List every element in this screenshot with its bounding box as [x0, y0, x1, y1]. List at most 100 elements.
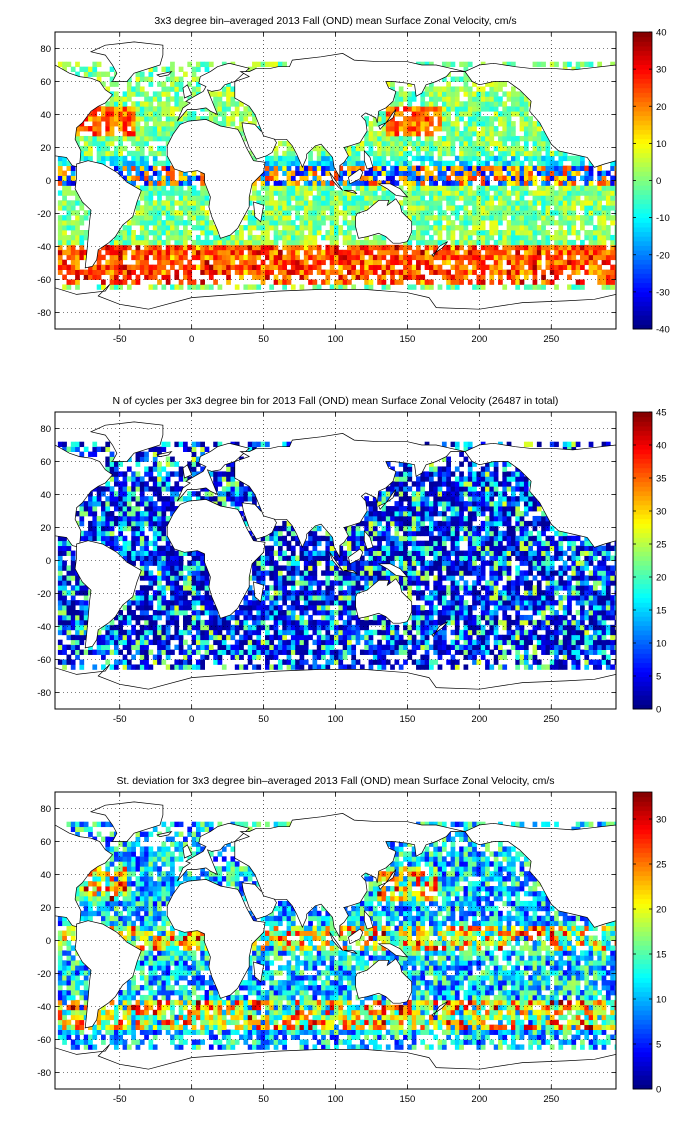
colorbar-swatch [633, 189, 652, 195]
bin-cell [221, 244, 227, 251]
bin-cell [541, 210, 546, 216]
bin-cell [178, 659, 184, 665]
bin-cell [562, 239, 568, 246]
bin-cell [239, 511, 244, 517]
bin-cell [79, 515, 85, 522]
bin-cell [424, 116, 430, 122]
bin-cell [342, 215, 348, 221]
bin-cell [610, 244, 615, 251]
bin-cell [580, 155, 585, 162]
bin-cell [467, 254, 473, 261]
bin-cell [571, 254, 577, 261]
bin-cell [351, 145, 357, 152]
bin-cell [234, 264, 240, 270]
bin-cell [277, 590, 283, 596]
bin-cell [109, 116, 115, 122]
bin-cell [62, 644, 67, 650]
bin-cell [139, 145, 145, 152]
bin-cell [433, 96, 439, 102]
bin-cell [161, 506, 167, 512]
bin-cell [493, 101, 499, 107]
bin-cell [157, 210, 162, 216]
bin-cell [338, 264, 344, 270]
bin-cell [66, 205, 72, 211]
bin-cell [57, 585, 63, 591]
bin-cell [575, 165, 581, 171]
bin-cell [75, 619, 80, 626]
bin-cell [183, 441, 188, 448]
bin-cell [135, 535, 141, 542]
bin-cell [347, 244, 352, 251]
bin-cell [183, 629, 188, 636]
bin-cell [290, 259, 296, 266]
bin-cell [554, 230, 559, 236]
bin-cell [558, 155, 564, 162]
bin-cell [433, 126, 439, 132]
bin-cell [545, 170, 551, 176]
bin-cell [295, 629, 300, 636]
bin-cell [213, 269, 218, 275]
bin-cell [239, 274, 244, 280]
bin-cell [131, 550, 136, 556]
bin-cell [541, 140, 546, 147]
bin-cell [195, 664, 201, 670]
bin-cell [614, 234, 616, 241]
bin-cell [368, 279, 374, 285]
bin-cell [139, 614, 145, 621]
bin-cell [152, 155, 158, 162]
bin-cell [170, 71, 175, 77]
bin-cell [407, 96, 413, 102]
bin-cell [62, 600, 67, 606]
bin-cell [139, 654, 145, 660]
bin-cell [70, 659, 76, 665]
bin-cell [204, 491, 210, 497]
bin-cell [57, 595, 63, 601]
bin-cell [170, 585, 175, 591]
bin-cell [558, 175, 564, 181]
bin-cell [109, 269, 115, 275]
bin-cell [187, 590, 193, 596]
bin-cell [131, 481, 136, 487]
bin-cell [187, 570, 193, 576]
bin-cell [592, 269, 598, 275]
bin-cell [502, 165, 508, 171]
bin-cell [532, 284, 538, 290]
bin-cell [601, 239, 607, 246]
bin-cell [135, 471, 141, 477]
bin-cell [139, 230, 145, 236]
bin-cell [269, 155, 275, 162]
bin-cell [135, 249, 141, 256]
bin-cell [385, 126, 391, 132]
bin-cell [57, 175, 63, 181]
bin-cell [217, 624, 223, 631]
bin-cell [131, 135, 136, 142]
bin-cell [122, 111, 128, 117]
bin-cell [273, 200, 279, 206]
bin-cell [338, 259, 344, 266]
bin-cell [148, 274, 154, 280]
bin-cell [485, 101, 490, 107]
bin-cell [200, 644, 205, 650]
bin-cell [208, 239, 214, 246]
bin-cell [308, 619, 313, 626]
bin-cell [265, 220, 270, 226]
bin-cell [83, 140, 89, 147]
bin-cell [515, 284, 521, 290]
bin-cell [75, 254, 80, 261]
bin-cell [135, 234, 141, 241]
bin-cell [135, 540, 141, 547]
bin-cell [446, 185, 451, 191]
bin-cell [454, 76, 460, 82]
bin-cell [377, 116, 382, 122]
bin-cell [139, 76, 145, 82]
bin-cell [191, 264, 197, 270]
bin-cell [152, 205, 158, 211]
bin-cell [312, 145, 318, 152]
bin-cell [260, 249, 266, 256]
bin-cell [217, 106, 223, 112]
bin-cell [502, 180, 508, 186]
bin-cell [597, 200, 603, 206]
bin-cell [174, 644, 180, 650]
bin-cell [377, 111, 382, 117]
bin-cell [92, 126, 98, 132]
